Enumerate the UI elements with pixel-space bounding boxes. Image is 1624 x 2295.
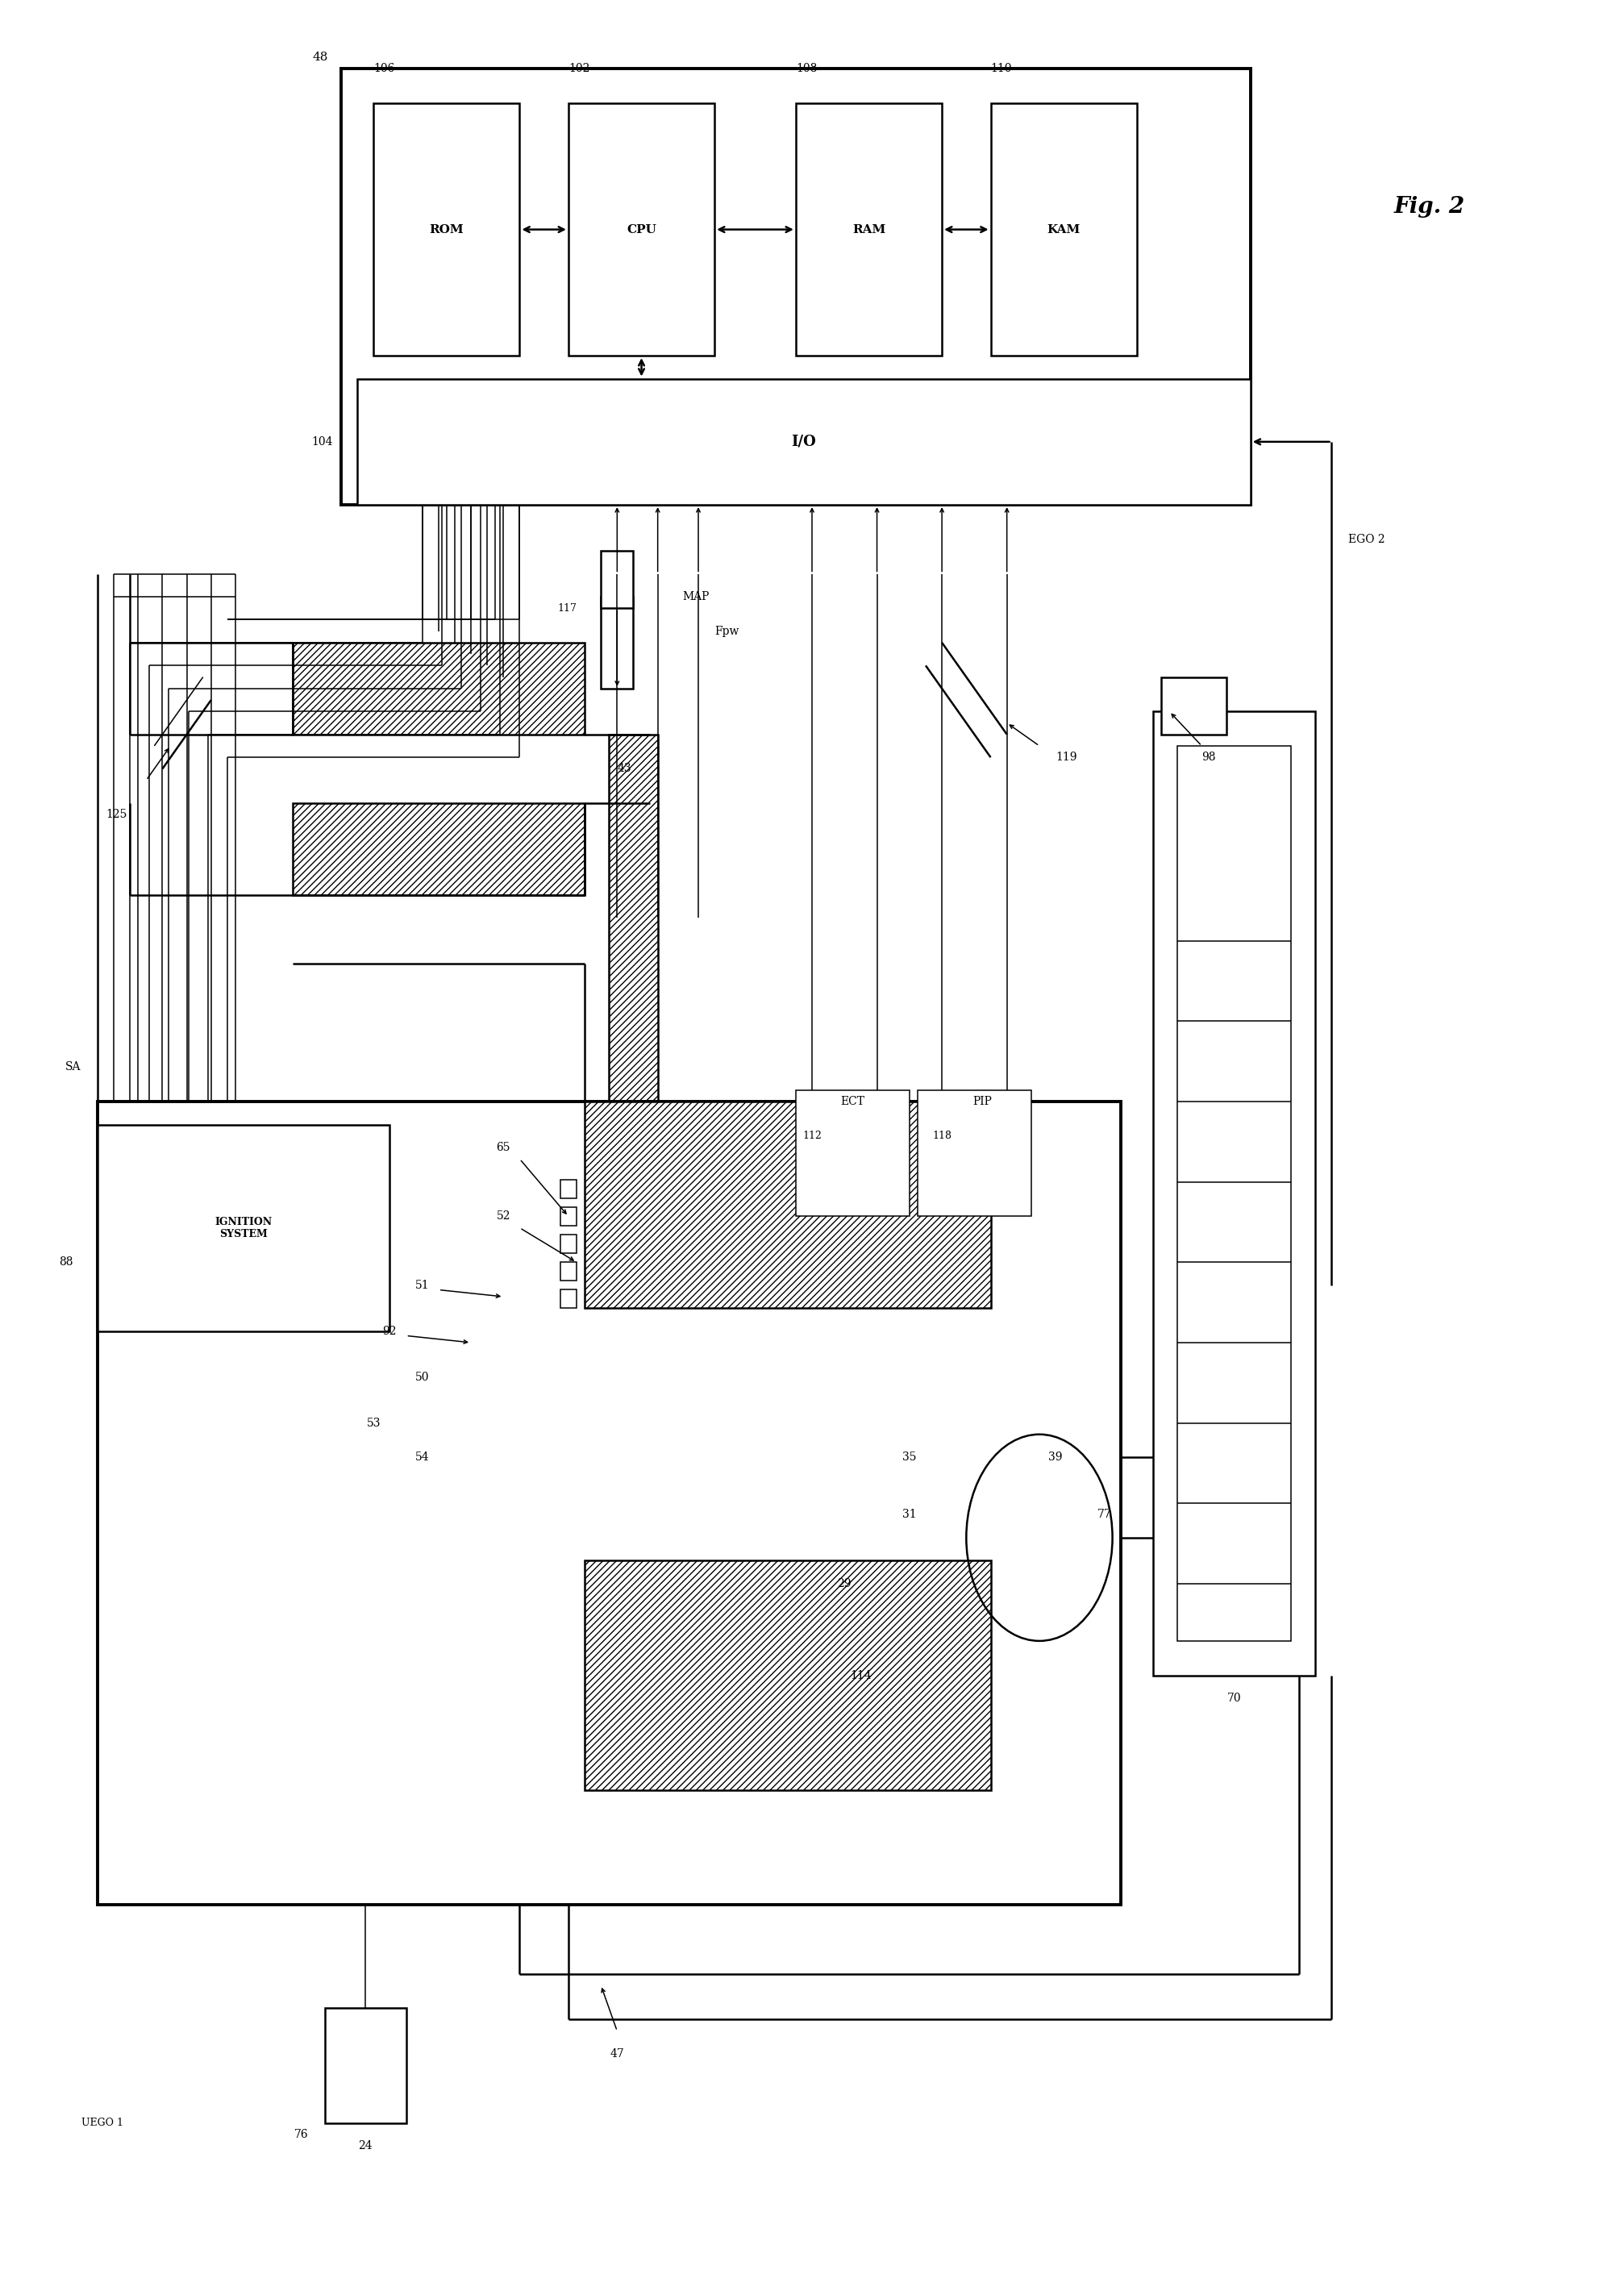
Bar [568,103,715,356]
Text: 52: 52 [497,1212,510,1221]
Text: KAM: KAM [1047,225,1080,234]
Text: 50: 50 [416,1372,429,1382]
Bar [585,1561,991,1790]
Bar [560,1262,577,1281]
Text: Fpw: Fpw [715,627,739,636]
Text: 76: 76 [294,2130,309,2139]
Text: 108: 108 [796,64,817,73]
Bar [325,2008,406,2123]
Text: IGNITION
SYSTEM: IGNITION SYSTEM [214,1216,273,1239]
Text: 117: 117 [557,604,577,613]
Bar [796,103,942,356]
Bar [292,643,585,734]
Text: 54: 54 [416,1453,429,1462]
Text: 77: 77 [1098,1510,1111,1519]
Text: I/O: I/O [791,434,817,450]
Bar [991,103,1137,356]
Text: EGO 2: EGO 2 [1348,535,1385,544]
Text: 106: 106 [374,64,395,73]
Text: MAP: MAP [682,592,710,601]
Text: Fig. 2: Fig. 2 [1393,195,1465,218]
Text: 110: 110 [991,64,1012,73]
Bar [1153,711,1315,1675]
Text: 65: 65 [497,1143,510,1152]
Bar [796,1090,909,1216]
Text: 118: 118 [932,1131,952,1141]
Text: 43: 43 [617,764,632,773]
Bar [585,1102,991,1308]
Text: SA: SA [65,1063,81,1072]
Text: 51: 51 [416,1281,429,1290]
Text: 125: 125 [106,810,127,819]
Bar [560,1207,577,1226]
Bar [560,1180,577,1198]
Text: 88: 88 [58,1258,73,1267]
Bar [601,597,633,688]
Text: RAM: RAM [853,225,885,234]
Bar [374,103,520,356]
Text: 92: 92 [383,1327,396,1336]
Bar [97,1102,1121,1905]
Bar [601,551,633,608]
Text: 119: 119 [1056,753,1077,762]
Bar [1161,677,1226,734]
Text: CPU: CPU [627,225,656,234]
Bar [292,803,585,895]
Text: 35: 35 [903,1453,916,1462]
Text: 70: 70 [1228,1694,1241,1703]
Text: 98: 98 [1202,753,1216,762]
Text: ROM: ROM [429,225,464,234]
Text: 47: 47 [611,2049,624,2059]
Bar [1177,746,1291,1641]
Bar [97,1125,390,1331]
Text: PIP: PIP [973,1097,992,1106]
Text: 104: 104 [312,436,333,448]
Text: 24: 24 [359,2141,372,2150]
Bar [609,734,658,1102]
Text: 39: 39 [1049,1453,1062,1462]
Text: 112: 112 [802,1131,822,1141]
Text: 48: 48 [312,53,328,62]
Text: 114: 114 [849,1671,872,1680]
Text: UEGO 1: UEGO 1 [81,2118,123,2127]
Bar [560,1290,577,1308]
Text: ECT: ECT [841,1097,864,1106]
Text: 102: 102 [568,64,590,73]
Text: 53: 53 [367,1418,380,1427]
Text: 31: 31 [903,1510,916,1519]
Bar [560,1235,577,1253]
Text: 29: 29 [838,1579,851,1588]
Bar [918,1090,1031,1216]
Bar [341,69,1250,505]
Bar [357,379,1250,505]
